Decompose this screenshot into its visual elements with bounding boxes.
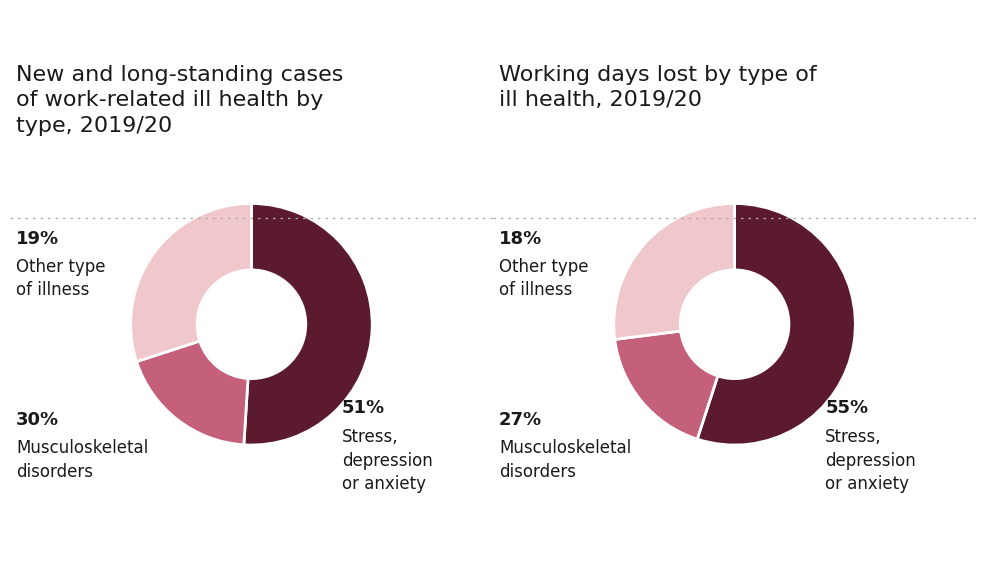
Text: 51%: 51% [342, 399, 386, 417]
Text: 19%: 19% [16, 230, 59, 248]
Text: 30%: 30% [16, 411, 59, 429]
Text: Other type
of illness: Other type of illness [499, 258, 589, 299]
Text: Musculoskeletal
disorders: Musculoskeletal disorders [16, 439, 148, 481]
Text: 27%: 27% [499, 411, 542, 429]
Text: Working days lost by type of
ill health, 2019/20: Working days lost by type of ill health,… [499, 64, 816, 110]
Wedge shape [244, 203, 372, 445]
Text: Musculoskeletal
disorders: Musculoskeletal disorders [499, 439, 631, 481]
Text: 18%: 18% [499, 230, 542, 248]
Text: Other type
of illness: Other type of illness [16, 258, 106, 299]
Text: Stress,
depression
or anxiety: Stress, depression or anxiety [825, 428, 916, 493]
Wedge shape [131, 203, 251, 361]
Wedge shape [614, 331, 718, 439]
Wedge shape [614, 203, 735, 339]
Wedge shape [697, 203, 855, 445]
Text: New and long-standing cases
of work-related ill health by
type, 2019/20: New and long-standing cases of work-rela… [16, 64, 343, 136]
Text: 55%: 55% [825, 399, 869, 417]
Wedge shape [136, 341, 248, 445]
Text: Stress,
depression
or anxiety: Stress, depression or anxiety [342, 428, 433, 493]
